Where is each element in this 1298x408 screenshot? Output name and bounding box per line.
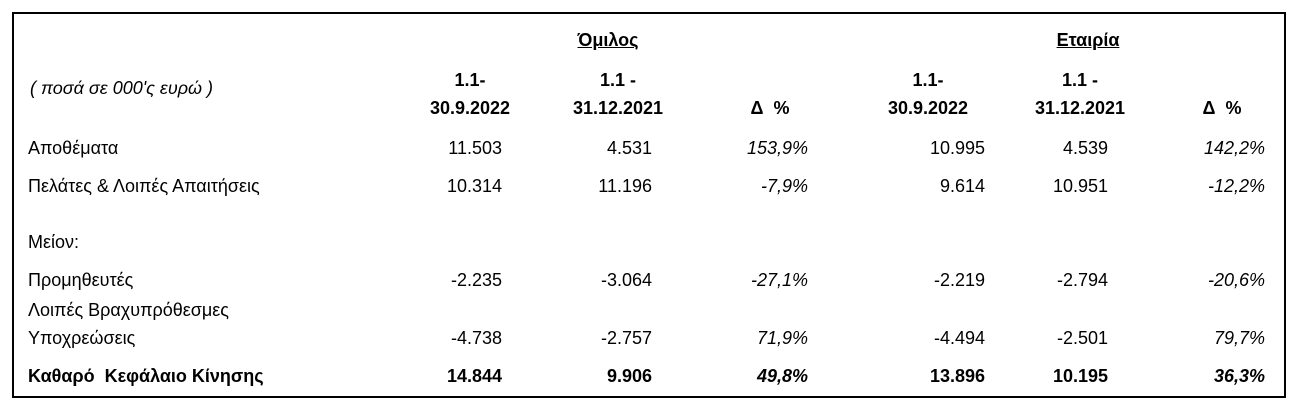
cell: -27,1% xyxy=(750,270,808,290)
column-header: 1.1- xyxy=(912,70,944,90)
column-header: 1.1- xyxy=(454,70,486,90)
group-title: Όμιλος xyxy=(577,30,639,50)
row-label: Μείον: xyxy=(28,232,80,252)
units-note: ( ποσά σε 000'ς ευρώ ) xyxy=(30,78,214,98)
cell: 4.539 xyxy=(1062,138,1108,158)
cell: 11.196 xyxy=(598,176,652,196)
cell: 4.531 xyxy=(606,138,652,158)
column-header: Δ % xyxy=(1202,98,1242,118)
cell: -4.494 xyxy=(933,328,985,348)
column-header: 31.12.2021 xyxy=(1034,98,1126,118)
cell: -2.794 xyxy=(1056,270,1108,290)
cell: -2.219 xyxy=(933,270,985,290)
cell: -2.757 xyxy=(600,328,652,348)
cell: 10.951 xyxy=(1052,176,1108,196)
cell: 71,9% xyxy=(756,328,808,348)
cell: -4.738 xyxy=(450,328,502,348)
cell: -2.501 xyxy=(1056,328,1108,348)
row-label: Λοιπές Βραχυπρόθεσμες xyxy=(28,300,229,320)
column-header: Δ % xyxy=(750,98,790,118)
cell: 142,2% xyxy=(1203,138,1265,158)
cell: 10.995 xyxy=(929,138,985,158)
row-label: Πελάτες & Λοιπές Απαιτήσεις xyxy=(28,176,260,196)
cell: 11.503 xyxy=(448,138,502,158)
company-title: Εταιρία xyxy=(1056,30,1120,50)
column-header: 1.1 - xyxy=(599,70,637,90)
table-frame xyxy=(12,12,1286,398)
cell: 10.195 xyxy=(1052,366,1108,386)
cell: 153,9% xyxy=(746,138,808,158)
column-header: 1.1 - xyxy=(1061,70,1099,90)
cell: -12,2% xyxy=(1207,176,1265,196)
column-header: 31.12.2021 xyxy=(572,98,664,118)
cell: 36,3% xyxy=(1213,366,1265,386)
row-label: Υποχρεώσεις xyxy=(28,328,136,348)
cell: 49,8% xyxy=(756,366,808,386)
cell: 14.844 xyxy=(446,366,502,386)
row-label: Προμηθευτές xyxy=(28,270,134,290)
cell: -20,6% xyxy=(1207,270,1265,290)
cell: 10.314 xyxy=(446,176,502,196)
cell: -3.064 xyxy=(600,270,652,290)
cell: 9.906 xyxy=(606,366,652,386)
cell: -2.235 xyxy=(450,270,502,290)
column-header: 30.9.2022 xyxy=(429,98,511,118)
row-label: Αποθέματα xyxy=(28,138,119,158)
cell: 13.896 xyxy=(929,366,985,386)
cell: 79,7% xyxy=(1213,328,1265,348)
row-label: Καθαρό Κεφάλαιο Κίνησης xyxy=(28,366,264,386)
column-header: 30.9.2022 xyxy=(887,98,969,118)
cell: -7,9% xyxy=(760,176,808,196)
cell: 9.614 xyxy=(939,176,985,196)
